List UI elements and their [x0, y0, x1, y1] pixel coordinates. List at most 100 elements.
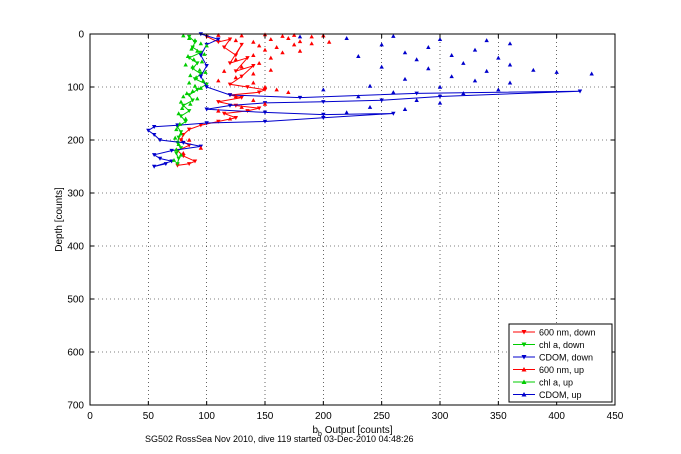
data-point: [204, 85, 209, 90]
data-point: [227, 37, 233, 42]
data-point: [309, 34, 314, 39]
data-point: [262, 119, 268, 124]
data-point: [188, 73, 193, 78]
data-point: [204, 43, 209, 48]
data-point: [461, 91, 466, 96]
data-point: [321, 100, 326, 105]
data-point: [181, 103, 186, 108]
data-point: [151, 164, 157, 169]
data-point: [402, 107, 408, 112]
data-point: [379, 64, 384, 69]
data-point: [151, 124, 157, 129]
x-tick-label: 200: [315, 411, 332, 422]
data-point: [186, 162, 192, 167]
data-point: [216, 78, 221, 83]
data-point: [472, 47, 478, 52]
data-point: [190, 45, 195, 50]
data-point: [256, 60, 262, 65]
data-point: [233, 38, 239, 43]
data-point: [176, 111, 181, 116]
data-point: [262, 47, 268, 52]
data-point: [189, 46, 194, 51]
data-point: [195, 96, 200, 101]
data-point: [268, 55, 274, 60]
data-point: [183, 116, 188, 121]
data-point: [198, 50, 204, 55]
x-tick-label: 0: [87, 411, 93, 422]
data-point: [195, 61, 200, 66]
data-point: [195, 87, 200, 92]
axes-frame: [89, 33, 616, 406]
x-tick-label: 250: [373, 411, 390, 422]
data-point: [414, 91, 419, 96]
data-point: [554, 69, 559, 74]
x-tick-label: 100: [198, 411, 215, 422]
data-point: [195, 48, 200, 53]
data-point: [437, 84, 443, 89]
data-point: [190, 98, 195, 103]
data-point: [391, 33, 396, 38]
data-point: [414, 98, 419, 103]
data-point: [233, 53, 239, 58]
data-point: [181, 94, 186, 99]
legend-label: chl a, down: [539, 340, 585, 350]
data-point: [178, 131, 184, 136]
data-point: [178, 146, 184, 151]
data-point: [198, 41, 204, 46]
data-point: [268, 37, 274, 42]
data-point: [391, 90, 396, 95]
data-point: [268, 67, 274, 72]
data-point: [233, 115, 239, 120]
data-point: [203, 69, 208, 74]
x-tick-labels: 0 50 100 150 200 250 300 350 400 450: [87, 411, 624, 422]
data-point: [507, 41, 513, 46]
data-point: [204, 107, 209, 112]
data-point: [379, 42, 384, 47]
data-point: [227, 116, 233, 121]
data-point: [262, 87, 268, 92]
ticks: [89, 33, 616, 406]
data-point: [190, 89, 195, 93]
data-point: [391, 111, 396, 116]
data-point: [198, 53, 204, 58]
data-point: [239, 74, 244, 79]
data-point: [321, 112, 326, 117]
y-tick-label: 500: [67, 295, 84, 306]
data-series: [146, 32, 594, 169]
data-point: [239, 95, 244, 100]
data-point: [245, 56, 250, 61]
data-point: [186, 80, 192, 85]
data-point: [192, 38, 198, 43]
data-point: [402, 76, 408, 81]
data-point: [251, 39, 256, 44]
data-point: [176, 156, 181, 161]
data-point: [192, 159, 198, 164]
data-point: [291, 32, 297, 37]
data-point: [216, 100, 221, 105]
data-point: [227, 103, 233, 108]
x-axis-label-b: b: [312, 425, 318, 436]
data-point: [216, 32, 221, 37]
data-point: [174, 151, 179, 156]
y-tick-label: 0: [78, 30, 84, 41]
data-point: [239, 33, 244, 38]
data-point: [216, 119, 221, 124]
data-point: [227, 82, 233, 87]
data-point: [297, 34, 303, 39]
legend-box: [508, 323, 613, 403]
data-point: [402, 50, 408, 55]
data-point: [227, 93, 233, 98]
data-point: [198, 85, 204, 90]
data-point: [204, 82, 209, 87]
data-point: [177, 121, 183, 126]
legend-marker: [521, 392, 527, 397]
data-point: [179, 106, 185, 110]
data-point: [280, 50, 285, 55]
data-point: [204, 64, 209, 68]
legend-label: chl a, up: [539, 378, 573, 388]
x-axis-label-rest: Output [counts]: [322, 425, 393, 436]
data-point: [326, 39, 332, 44]
legend-label: 600 nm, down: [539, 328, 596, 338]
data-point: [151, 132, 157, 137]
data-point: [484, 38, 489, 43]
